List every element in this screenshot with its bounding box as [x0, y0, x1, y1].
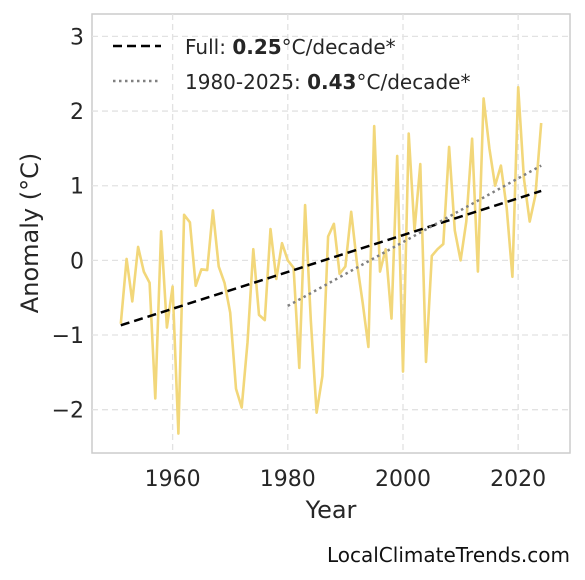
- x-tick-label: 1980: [260, 467, 316, 492]
- plot-area: [91, 13, 571, 454]
- y-tick-label: −2: [52, 399, 84, 424]
- site-credit: LocalClimateTrends.com: [326, 543, 570, 567]
- trend-line-full: [120, 189, 542, 327]
- x-tick-label: 2000: [375, 467, 431, 492]
- legend-entry-full: Full: 0.25°C/decade*: [185, 35, 396, 59]
- y-axis-ticks: −2 −1 0 1 2 3: [52, 25, 84, 423]
- series-group: [119, 85, 543, 435]
- legend-full-rate: 0.25: [232, 35, 281, 59]
- legend-recent-rate: 0.43: [307, 70, 356, 94]
- legend-full-sep: :: [219, 35, 232, 59]
- y-tick-label: 0: [70, 249, 84, 274]
- legend-entry-recent: 1980-2025: 0.43°C/decade*: [185, 70, 470, 94]
- y-tick-label: 2: [70, 100, 84, 125]
- anomaly-line: [119, 85, 543, 435]
- y-tick-label: 3: [70, 25, 84, 50]
- y-tick-label: 1: [70, 175, 84, 200]
- y-tick-label: −1: [52, 324, 84, 349]
- trend-line-recent: [287, 164, 542, 307]
- y-axis-label: Anomaly (°C): [16, 153, 44, 313]
- x-axis-ticks: 1960 1980 2000 2020: [145, 467, 547, 492]
- legend-recent-unit: °C/decade*: [356, 70, 470, 94]
- legend-recent-name: 1980-2025: [185, 70, 294, 94]
- x-tick-label: 2020: [490, 467, 546, 492]
- legend-full-unit: °C/decade*: [282, 35, 396, 59]
- x-axis-label: Year: [305, 496, 357, 524]
- legend-full-name: Full: [185, 35, 219, 59]
- x-tick-label: 1960: [145, 467, 201, 492]
- legend: Full: 0.25°C/decade* 1980-2025: 0.43°C/d…: [113, 35, 470, 94]
- legend-recent-sep: :: [294, 70, 307, 94]
